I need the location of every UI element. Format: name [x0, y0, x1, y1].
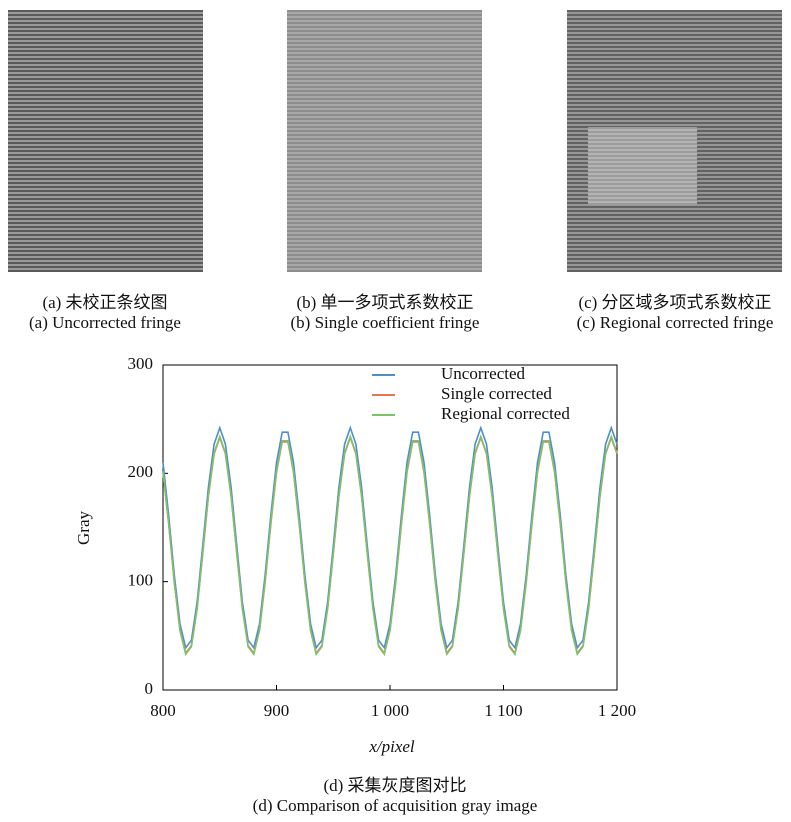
x-tick-label: 1 200	[598, 701, 636, 720]
caption: (d) 采集灰度图对比	[265, 771, 525, 796]
caption: (d) Comparison of acquisition gray image	[145, 796, 645, 816]
legend-label: Uncorrected	[441, 364, 526, 383]
y-tick-label: 300	[128, 354, 154, 373]
chart: Gray x/pixel 0 100 200 300 800 900 1 000 1 100 1…	[0, 0, 791, 770]
series-line	[163, 428, 617, 648]
figure: (a) 未校正条纹图 (a) Uncorrected fringe (b) 单一…	[0, 0, 791, 822]
x-tick-label: 900	[264, 701, 290, 720]
y-tick-label: 0	[145, 679, 154, 698]
x-axis-label: x/pixel	[368, 737, 415, 756]
x-tick-label: 800	[150, 701, 176, 720]
y-tick-label: 100	[128, 571, 154, 590]
x-tick-label: 1 000	[371, 701, 409, 720]
legend-label: Single corrected	[441, 384, 552, 403]
legend-label: Regional corrected	[441, 404, 570, 423]
y-tick-label: 200	[128, 462, 154, 481]
y-axis-label: Gray	[74, 511, 93, 545]
x-tick-label: 1 100	[484, 701, 522, 720]
